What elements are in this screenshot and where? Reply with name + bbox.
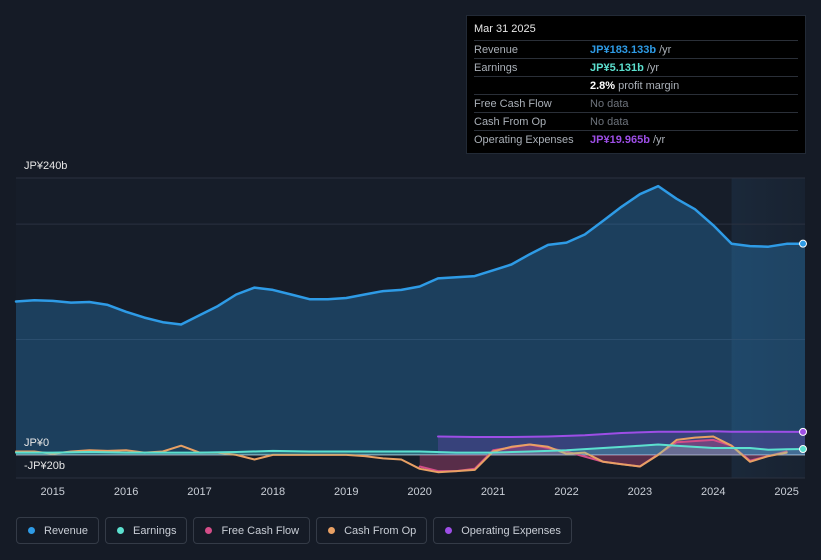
x-tick-label-2024: 2024: [701, 486, 725, 498]
tooltip-row-unit: /yr: [646, 61, 660, 74]
tooltip-row-label: Free Cash Flow: [474, 97, 552, 110]
tooltip-row-value: JP¥5.131b: [590, 61, 644, 74]
legend-item-revenue[interactable]: Revenue: [16, 517, 100, 544]
tooltip-row-label: Cash From Op: [474, 115, 547, 128]
revenue-line: [14, 184, 807, 326]
legend-label: Revenue: [44, 524, 89, 537]
tooltip-row-unit: profit margin: [618, 79, 680, 92]
tooltip-row-value: No data: [590, 115, 629, 128]
revenue-area: [16, 186, 805, 455]
legend-label: Cash From Op: [344, 524, 417, 537]
revenue-end-marker: [799, 239, 807, 248]
x-tick-label-2017: 2017: [187, 486, 211, 498]
tooltip-row-value: JP¥19.965b: [590, 133, 650, 146]
y-axis-top-label: JP¥240b: [24, 160, 68, 172]
tooltip-date: Mar 31 2025: [474, 23, 798, 41]
earnings-end-marker: [799, 445, 807, 454]
x-tick-label-2018: 2018: [261, 486, 285, 498]
x-tick-label-2025: 2025: [774, 486, 798, 498]
operating-expenses-line: [437, 430, 806, 438]
tooltip-row-value: JP¥183.133b: [590, 43, 657, 56]
earnings-line: [15, 443, 806, 454]
plot-background: [16, 178, 805, 478]
tooltip-row-unit: /yr: [652, 133, 666, 146]
x-tick-label-2019: 2019: [334, 486, 358, 498]
x-tick-label-2023: 2023: [628, 486, 652, 498]
legend-dot-icon: [445, 527, 453, 534]
x-tick-label-2020: 2020: [407, 486, 431, 498]
forecast-region: [731, 178, 805, 478]
tooltip-row-label: Operating Expenses: [474, 133, 574, 146]
tooltip-row-value: 2.8%: [590, 79, 616, 92]
operating-expenses-end-marker: [799, 427, 807, 436]
x-tick-label-2021: 2021: [481, 486, 505, 498]
legend-item-earnings[interactable]: Earnings: [105, 517, 188, 544]
data-tooltip: Mar 31 2025 Revenue JP¥183.133b/yr Earning…: [466, 15, 806, 154]
legend-label: Operating Expenses: [461, 524, 561, 537]
tooltip-row-label: Revenue: [474, 43, 519, 56]
legend-dot-icon: [328, 527, 336, 534]
tooltip-row: Free Cash Flow No data: [474, 95, 798, 113]
legend-item-operating-expenses[interactable]: Operating Expenses: [433, 517, 572, 544]
legend-dot-icon: [205, 527, 213, 534]
x-tick-label-2015: 2015: [40, 486, 64, 498]
legend-item-cash-from-op[interactable]: Cash From Op: [316, 517, 428, 544]
legend-dot-icon: [28, 527, 35, 534]
tooltip-row: Earnings JP¥5.131b/yr: [474, 59, 798, 77]
legend-dot-icon: [117, 527, 125, 534]
tooltip-row: Operating Expenses JP¥19.965b/yr: [474, 131, 798, 148]
tooltip-row-unit: /yr: [659, 43, 672, 56]
chart-legend: Revenue Earnings Free Cash Flow Cash From O…: [16, 517, 572, 544]
legend-item-free-cash-flow[interactable]: Free Cash Flow: [193, 517, 311, 544]
x-tick-label-2016: 2016: [114, 486, 138, 498]
tooltip-row: Revenue JP¥183.133b/yr: [474, 41, 798, 59]
earnings-area: [16, 444, 805, 455]
legend-label: Earnings: [133, 524, 177, 537]
y-axis-zero-label: JP¥0: [24, 437, 50, 449]
legend-label: Free Cash Flow: [221, 524, 300, 537]
tooltip-row: 2.8% profit margin: [474, 77, 798, 95]
x-tick-label-2022: 2022: [554, 486, 578, 498]
y-axis-bottom-label: -JP¥20b: [24, 460, 65, 472]
tooltip-row: Cash From Op No data: [474, 113, 798, 131]
tooltip-row-label: Earnings: [474, 61, 518, 74]
tooltip-row-value: No data: [590, 97, 629, 110]
